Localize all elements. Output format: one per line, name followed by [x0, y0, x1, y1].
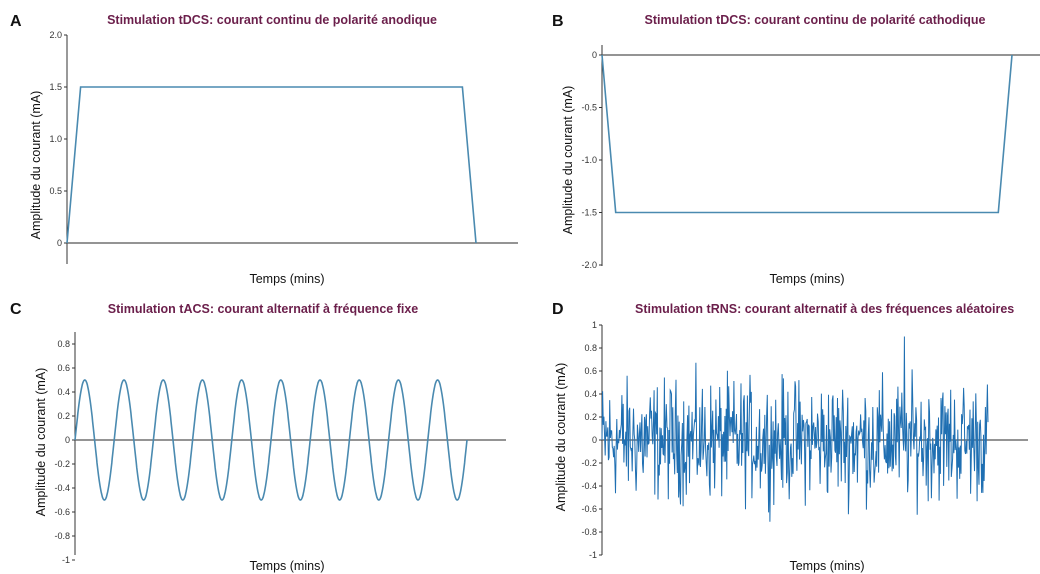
y-tick-label: 0: [592, 50, 597, 60]
panel-letter: C: [10, 301, 22, 318]
y-tick-label: 0.8: [57, 339, 70, 349]
chart-title: Stimulation tACS: courant alternatif à f…: [108, 302, 419, 316]
y-tick-label: -1: [589, 550, 597, 560]
y-tick-label: 0.4: [584, 389, 597, 399]
y-tick-label: -0.5: [581, 103, 597, 113]
panel-b: B Stimulation tDCS: courant continu de p…: [520, 0, 1040, 287]
y-tick-label: 1: [592, 320, 597, 330]
y-tick-label: 0.8: [584, 343, 597, 353]
chart-d: D Stimulation tRNS: courant alternatif à…: [552, 301, 1028, 573]
y-tick-label: -0.8: [581, 527, 597, 537]
y-tick-label: 0.5: [49, 186, 62, 196]
series-line: [74, 379, 468, 501]
y-ticks: 1 0.8 0.6 0.4 0.2 0 -0.2 -0.4 -0.6 -0.8 -1: [581, 320, 602, 560]
y-tick-label: -0.4: [54, 483, 70, 493]
y-ticks: 0 0.5 1.0 1.5 2.0: [49, 30, 67, 248]
y-tick-label: 1.5: [49, 82, 62, 92]
y-tick-label: 0.2: [57, 411, 70, 421]
y-tick-label: 1.0: [49, 134, 62, 144]
panel-letter: D: [552, 301, 564, 318]
panel-a: A Stimulation tDCS: courant continu de p…: [0, 0, 520, 287]
panel-letter: B: [552, 13, 564, 30]
x-axis-label: Temps (mins): [249, 272, 324, 286]
y-tick-label: -0.2: [581, 458, 597, 468]
y-ticks: 0.8 0.6 0.4 0.2 0 -0.2 -0.4 -0.6 -0.8 -1: [54, 339, 75, 565]
series-line: [66, 86, 477, 244]
x-axis-label: Temps (mins): [769, 272, 844, 286]
series-line: [601, 54, 1013, 214]
y-tick-label: -0.8: [54, 531, 70, 541]
chart-title: Stimulation tRNS: courant alternatif à d…: [635, 302, 1014, 316]
y-axis-label: Amplitude du courant (mA): [29, 91, 43, 240]
noise-series-line: [601, 336, 989, 522]
y-tick-label: -1: [62, 555, 70, 565]
y-axis-label: Amplitude du courant (mA): [34, 368, 48, 517]
y-tick-label: -2.0: [581, 260, 597, 270]
y-tick-label: 0.6: [57, 363, 70, 373]
y-tick-label: 0.4: [57, 387, 70, 397]
y-tick-label: 0: [65, 435, 70, 445]
y-tick-label: -1.5: [581, 208, 597, 218]
y-tick-label: 0.2: [584, 412, 597, 422]
x-axis-label: Temps (mins): [789, 559, 864, 573]
y-tick-label: -0.6: [54, 507, 70, 517]
y-tick-label: -0.6: [581, 504, 597, 514]
chart-title: Stimulation tDCS: courant continu de pol…: [107, 13, 437, 27]
y-tick-label: -0.4: [581, 481, 597, 491]
panel-c: C Stimulation tACS: courant alternatif à…: [0, 287, 520, 574]
y-tick-label: 0: [57, 238, 62, 248]
chart-title: Stimulation tDCS: courant continu de pol…: [645, 13, 986, 27]
y-tick-label: 2.0: [49, 30, 62, 40]
chart-c: C Stimulation tACS: courant alternatif à…: [10, 301, 506, 573]
x-axis-label: Temps (mins): [249, 559, 324, 573]
y-tick-label: 0.6: [584, 366, 597, 376]
y-axis-label: Amplitude du courant (mA): [554, 363, 568, 512]
y-ticks: 0 -0.5 -1.0 -1.5 -2.0: [581, 50, 602, 270]
y-axis-label: Amplitude du courant (mA): [561, 86, 575, 235]
y-tick-label: -0.2: [54, 459, 70, 469]
y-tick-label: 0: [592, 435, 597, 445]
chart-b: B Stimulation tDCS: courant continu de p…: [552, 13, 1040, 286]
chart-a: A Stimulation tDCS: courant continu de p…: [10, 13, 518, 286]
panel-d: D Stimulation tRNS: courant alternatif à…: [520, 287, 1040, 574]
panel-letter: A: [10, 13, 22, 30]
y-tick-label: -1.0: [581, 155, 597, 165]
